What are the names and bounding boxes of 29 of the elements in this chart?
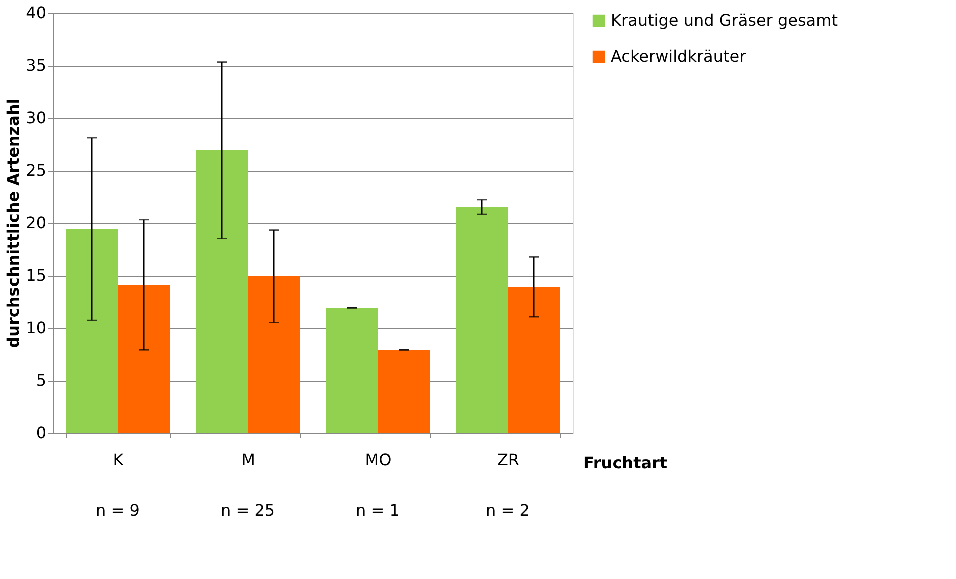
x-tick-label: ZR [497,450,520,470]
x-axis-title: Fruchtart [584,454,668,472]
text: n = 9 [96,501,140,520]
bar [196,150,248,433]
legend-label: Ackerwildkräuter [611,47,747,66]
legend-label: Krautige und Gräser gesamt [611,11,838,30]
bar [326,308,378,433]
y-axis-title: durchschnittliche Artenzahl [4,98,24,348]
y-tick-label: 10 [26,318,46,338]
y-tick-label: 5 [36,371,46,390]
x-tick-label: MO [365,450,392,470]
y-tick-label: 0 [36,424,46,442]
y-tick-label: 35 [26,56,46,75]
text: n = 25 [220,501,276,520]
x-tick-label: K [113,450,124,470]
y-tick-label: 25 [26,161,46,180]
y-tick-label: 20 [26,214,46,232]
x-tick-label: M [242,450,256,470]
y-tick-label: 15 [26,266,46,285]
text: n = 1 [356,501,400,520]
text: n = 2 [486,501,530,520]
bar [118,284,170,433]
bar [508,287,560,433]
bar [248,276,300,433]
bar [378,350,430,433]
bar [456,207,508,433]
y-tick-label: 40 [26,4,46,22]
y-tick-label: 30 [26,108,46,128]
bar [66,229,118,433]
